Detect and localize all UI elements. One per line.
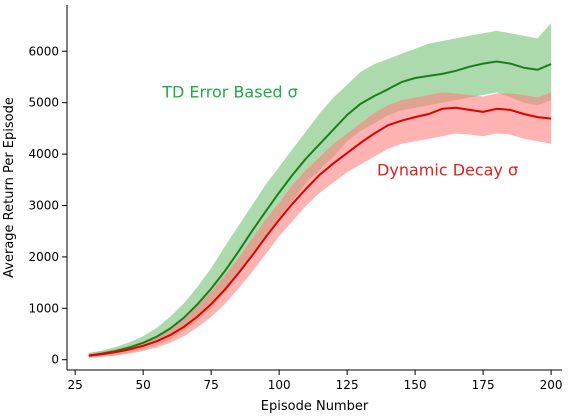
y-tick-label: 3000 — [28, 198, 59, 212]
x-tick-label: 75 — [204, 378, 219, 392]
confidence-bands — [88, 23, 552, 358]
x-tick-label: 175 — [472, 378, 495, 392]
x-tick-label: 25 — [68, 378, 83, 392]
line-series-0 — [88, 60, 552, 357]
band-series-0 — [88, 23, 552, 358]
y-tick-label: 4000 — [28, 147, 59, 161]
y-tick-label: 1000 — [28, 301, 59, 315]
x-tick-label: 125 — [336, 378, 359, 392]
x-tick-label: 100 — [268, 378, 291, 392]
y-tick-label: 6000 — [28, 44, 59, 58]
y-tick-label: 2000 — [28, 250, 59, 264]
x-tick-label: 200 — [540, 378, 563, 392]
y-axis-ticks: 0 1000 2000 3000 4000 5000 6000 — [28, 44, 67, 367]
line-series-1 — [88, 106, 552, 357]
x-tick-label: 150 — [404, 378, 427, 392]
annotations: TD Error Based σ Dynamic Decay σ — [161, 83, 518, 180]
band-series-1 — [88, 92, 552, 358]
y-axis-label: Average Return Per Episode — [2, 97, 17, 278]
series-lines — [88, 60, 552, 357]
x-axis-label: Episode Number — [261, 399, 369, 414]
y-tick-label: 5000 — [28, 96, 59, 110]
x-axis-ticks: 25 50 75 100 125 150 175 200 — [68, 370, 563, 392]
y-tick-label: 0 — [51, 353, 59, 367]
annotation-1: Dynamic Decay σ — [377, 161, 518, 180]
x-tick-label: 50 — [136, 378, 151, 392]
annotation-0: TD Error Based σ — [161, 83, 298, 102]
